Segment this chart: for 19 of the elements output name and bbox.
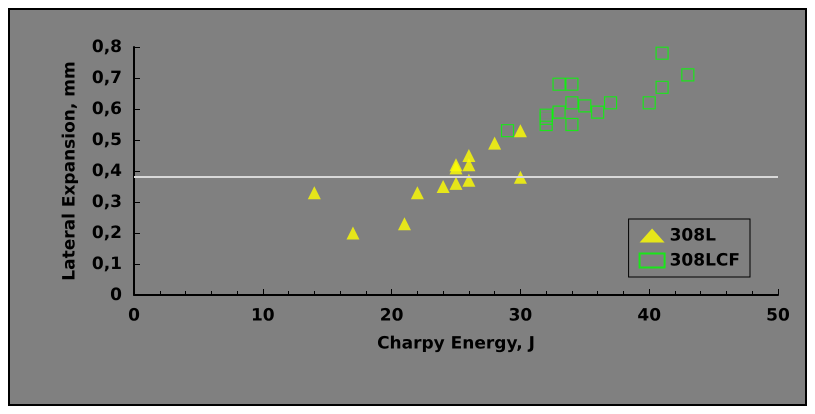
y-tick-label: 0,7 <box>92 68 122 88</box>
legend-label: 308LCF <box>670 250 740 270</box>
x-tick-label: 30 <box>508 306 532 326</box>
y-tick-label: 0,2 <box>92 223 122 243</box>
x-tick-label: 0 <box>128 306 140 326</box>
x-axis-title: Charpy Energy, J <box>377 334 535 354</box>
y-tick-label: 0,8 <box>92 37 122 57</box>
x-tick-label: 40 <box>637 306 662 326</box>
y-tick-label: 0,4 <box>92 161 122 181</box>
x-tick-label: 10 <box>250 306 275 326</box>
y-tick-label: 0,1 <box>92 254 122 274</box>
x-tick-label: 50 <box>766 306 790 326</box>
y-tick-label: 0 <box>110 285 122 305</box>
y-tick-label: 0,3 <box>92 192 122 212</box>
y-tick-label: 0,6 <box>92 99 122 119</box>
legend-label: 308L <box>670 226 716 246</box>
x-tick-label: 20 <box>380 306 404 326</box>
y-tick-label: 0,5 <box>92 130 122 150</box>
y-axis-title: Lateral Expansion, mm <box>60 61 80 281</box>
